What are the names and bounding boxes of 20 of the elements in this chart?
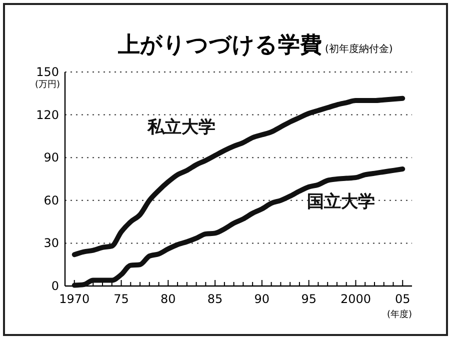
x-tick-label: 95: [301, 292, 316, 306]
x-tick-label: 85: [207, 292, 223, 306]
y-axis-title: (万円): [34, 80, 60, 90]
x-axis-title: (年度): [386, 309, 412, 320]
x-tick-label: 90: [254, 292, 270, 306]
y-tick-label: 30: [44, 236, 59, 250]
x-tick-label: 80: [160, 292, 176, 306]
chart-subtitle: (初年度納付金): [325, 43, 393, 55]
chart-title: 上がりつづける学費: [118, 33, 322, 58]
y-tick-label: 60: [44, 193, 59, 208]
y-tick-label: 0: [51, 279, 59, 293]
x-tick-label: 2000: [340, 292, 372, 306]
x-tick-label: 1970: [59, 292, 90, 306]
y-tick-label: 150: [36, 65, 59, 79]
y-tick-label: 120: [36, 108, 59, 122]
x-tick-label: 75: [114, 292, 129, 306]
series-label: 国立大学: [306, 192, 375, 212]
x-tick-label: 05: [394, 292, 410, 306]
series-label: 私立大学: [146, 118, 216, 138]
y-tick-label: 90: [44, 150, 59, 165]
